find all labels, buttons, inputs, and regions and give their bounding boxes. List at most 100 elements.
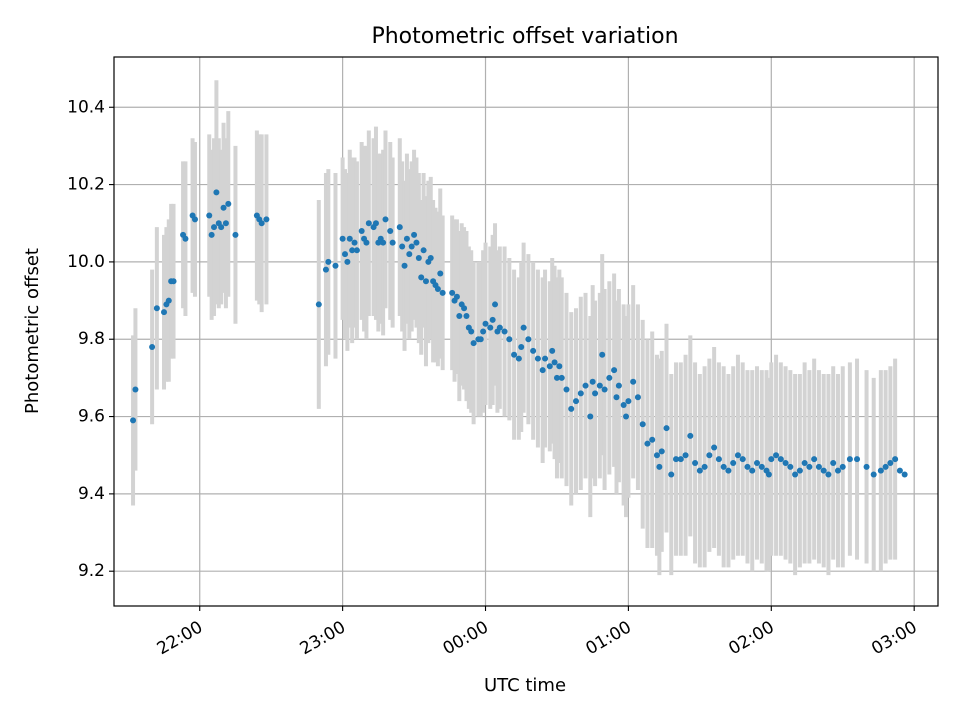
y-tick-label: 10.0 (67, 252, 105, 272)
data-point (801, 459, 808, 466)
data-point (773, 452, 780, 459)
data-point (346, 235, 353, 242)
data-point (877, 467, 884, 474)
data-point (403, 235, 410, 242)
data-point (132, 386, 139, 393)
data-point (892, 456, 899, 463)
data-point (427, 255, 434, 262)
data-point (211, 224, 218, 231)
data-point (382, 216, 389, 223)
data-point (408, 243, 415, 250)
data-point (787, 463, 794, 470)
data-point (437, 270, 444, 277)
data-point (468, 328, 475, 335)
data-point (487, 324, 494, 331)
data-point (744, 463, 751, 470)
data-point (342, 251, 349, 258)
data-point (415, 255, 422, 262)
data-point (870, 471, 877, 478)
data-point (539, 367, 546, 374)
data-point (182, 235, 189, 242)
data-point (413, 239, 420, 246)
data-point (434, 285, 441, 292)
data-point (825, 471, 832, 478)
data-point (149, 343, 156, 350)
data-point (322, 266, 329, 273)
y-tick-label: 9.8 (78, 329, 105, 349)
data-point (418, 274, 425, 281)
data-point (208, 231, 215, 238)
data-point (353, 247, 360, 254)
data-point (349, 247, 356, 254)
data-point (258, 220, 265, 227)
data-point (589, 378, 596, 385)
data-point (611, 367, 618, 374)
data-point (656, 463, 663, 470)
data-point (558, 374, 565, 381)
data-point (863, 463, 870, 470)
data-point (630, 378, 637, 385)
data-point (511, 351, 518, 358)
data-point (372, 220, 379, 227)
data-point (711, 444, 718, 451)
data-point (515, 355, 522, 362)
data-point (749, 467, 756, 474)
data-point (401, 262, 408, 269)
data-point (796, 467, 803, 474)
y-tick-label: 9.2 (78, 561, 105, 581)
data-point (165, 297, 172, 304)
data-point (854, 456, 861, 463)
data-point (577, 390, 584, 397)
data-point (673, 456, 680, 463)
data-point (339, 235, 346, 242)
data-point (758, 463, 765, 470)
data-point (380, 239, 387, 246)
y-tick-label: 9.6 (78, 407, 105, 427)
data-point (846, 456, 853, 463)
data-point (563, 386, 570, 393)
data-point (582, 382, 589, 389)
data-point (553, 374, 560, 381)
data-point (225, 200, 232, 207)
data-point (653, 452, 660, 459)
x-axis-label: UTC time (484, 675, 566, 696)
data-point (606, 374, 613, 381)
data-point (530, 347, 537, 354)
data-point (720, 463, 727, 470)
data-point (220, 204, 227, 211)
data-point (811, 456, 818, 463)
y-tick-label: 10.2 (67, 175, 105, 195)
data-point (677, 456, 684, 463)
data-point (596, 382, 603, 389)
data-point (480, 328, 487, 335)
data-point (556, 363, 563, 370)
data-point (792, 471, 799, 478)
data-point (518, 343, 525, 350)
data-point (887, 459, 894, 466)
data-point (701, 463, 708, 470)
data-point (399, 243, 406, 250)
data-point (549, 347, 556, 354)
data-point (639, 421, 646, 428)
data-point (153, 305, 160, 312)
data-point (687, 432, 694, 439)
data-point (439, 289, 446, 296)
data-point (734, 452, 741, 459)
data-point (213, 189, 220, 196)
data-point (634, 394, 641, 401)
data-point (739, 456, 746, 463)
data-point (358, 227, 365, 234)
data-point (901, 471, 908, 478)
data-point (620, 401, 627, 408)
data-point (325, 258, 332, 265)
data-point (461, 305, 468, 312)
data-point (315, 301, 322, 308)
y-tick-label: 10.4 (67, 97, 105, 117)
data-point (332, 262, 339, 269)
data-point (782, 459, 789, 466)
data-point (896, 467, 903, 474)
data-point (696, 467, 703, 474)
data-point (546, 363, 553, 370)
data-point (406, 251, 413, 258)
